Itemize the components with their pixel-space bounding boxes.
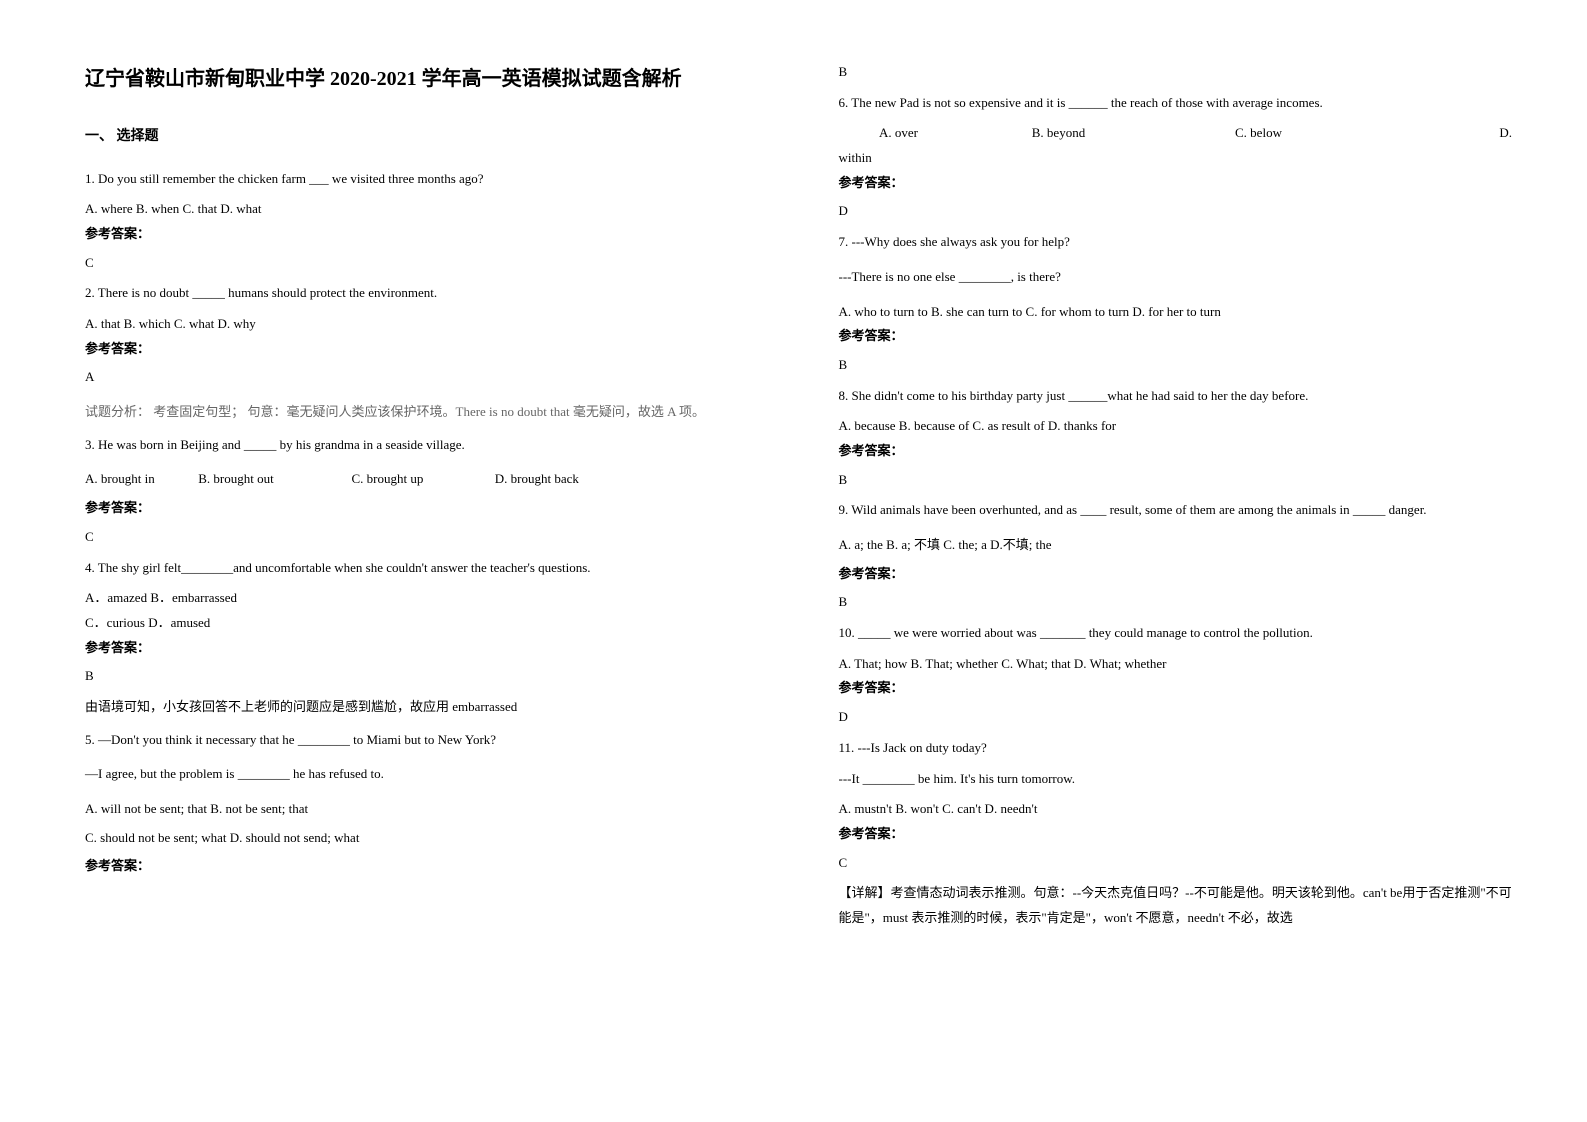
question-11-line1: 11. ---Is Jack on duty today? [839,736,1513,761]
answer-label: 参考答案： [839,171,1513,196]
question-4-options-2: C．curious D．amused [85,611,759,636]
q6-opt-d2: within [839,146,1513,171]
question-9-options: A. a; the B. a; 不填 C. the; a D.不填; the [839,533,1513,558]
left-column: 辽宁省鞍山市新甸职业中学 2020-2021 学年高一英语模拟试题含解析 一、 … [60,60,799,1082]
question-10-answer: D [839,705,1513,730]
question-6-answer: D [839,199,1513,224]
question-5-answer: B [839,60,1513,85]
answer-label: 参考答案： [839,439,1513,464]
answer-label: 参考答案： [85,337,759,362]
question-8-options: A. because B. because of C. as result of… [839,414,1513,439]
question-1: 1. Do you still remember the chicken far… [85,167,759,192]
question-3-answer: C [85,525,759,550]
question-10-options: A. That; how B. That; whether C. What; t… [839,652,1513,677]
question-7-options: A. who to turn to B. she can turn to C. … [839,300,1513,325]
answer-label: 参考答案： [839,324,1513,349]
q6-opt-b: B. beyond [959,121,1159,146]
question-4-explanation: 由语境可知，小女孩回答不上老师的问题应是感到尴尬，故应用 embarrassed [85,695,759,720]
section-heading: 一、 选择题 [85,124,759,151]
question-2-explanation: 试题分析： 考查固定句型； 句意：毫无疑问人类应该保护环境。There is n… [85,400,759,425]
q3-opt-b: B. brought out [198,467,348,492]
right-column: B 6. The new Pad is not so expensive and… [799,60,1538,1082]
question-5-options-2: C. should not be sent; what D. should no… [85,826,759,851]
answer-label: 参考答案： [839,562,1513,587]
answer-label: 参考答案： [85,854,759,879]
question-7-answer: B [839,353,1513,378]
q6-opt-c: C. below [1159,121,1359,146]
q6-opt-d: D. [1359,121,1513,146]
question-4-answer: B [85,664,759,689]
question-2: 2. There is no doubt _____ humans should… [85,281,759,306]
question-5-line1: 5. —Don't you think it necessary that he… [85,728,759,753]
question-4: 4. The shy girl felt________and uncomfor… [85,556,759,581]
q3-opt-a: A. brought in [85,467,195,492]
question-2-answer: A [85,365,759,390]
q6-opt-a: A. over [839,121,959,146]
question-11-explanation: 【详解】考查情态动词表示推测。句意：--今天杰克值日吗？--不可能是他。明天该轮… [839,881,1513,930]
question-1-options: A. where B. when C. that D. what [85,197,759,222]
question-8: 8. She didn't come to his birthday party… [839,384,1513,409]
q3-opt-c: C. brought up [352,467,492,492]
question-7-line2: ---There is no one else ________, is the… [839,265,1513,290]
question-5-options-1: A. will not be sent; that B. not be sent… [85,797,759,822]
question-9: 9. Wild animals have been overhunted, an… [839,498,1513,523]
question-11-options: A. mustn't B. won't C. can't D. needn't [839,797,1513,822]
question-10: 10. _____ we were worried about was ____… [839,621,1513,646]
question-11-line2: ---It ________ be him. It's his turn tom… [839,767,1513,792]
question-1-answer: C [85,251,759,276]
question-4-options-1: A．amazed B．embarrassed [85,586,759,611]
question-11-answer: C [839,851,1513,876]
question-2-options: A. that B. which C. what D. why [85,312,759,337]
question-8-answer: B [839,468,1513,493]
q3-opt-d: D. brought back [495,471,579,486]
question-3-options: A. brought in B. brought out C. brought … [85,467,759,492]
answer-label: 参考答案： [839,822,1513,847]
answer-label: 参考答案： [85,222,759,247]
question-6-options: A. over B. beyond C. below D. [839,121,1513,146]
question-9-answer: B [839,590,1513,615]
document-title: 辽宁省鞍山市新甸职业中学 2020-2021 学年高一英语模拟试题含解析 [85,60,759,98]
answer-label: 参考答案： [85,496,759,521]
question-7-line1: 7. ---Why does she always ask you for he… [839,230,1513,255]
question-6: 6. The new Pad is not so expensive and i… [839,91,1513,116]
answer-label: 参考答案： [839,676,1513,701]
question-5-line2: —I agree, but the problem is ________ he… [85,762,759,787]
answer-label: 参考答案： [85,636,759,661]
question-3: 3. He was born in Beijing and _____ by h… [85,433,759,458]
